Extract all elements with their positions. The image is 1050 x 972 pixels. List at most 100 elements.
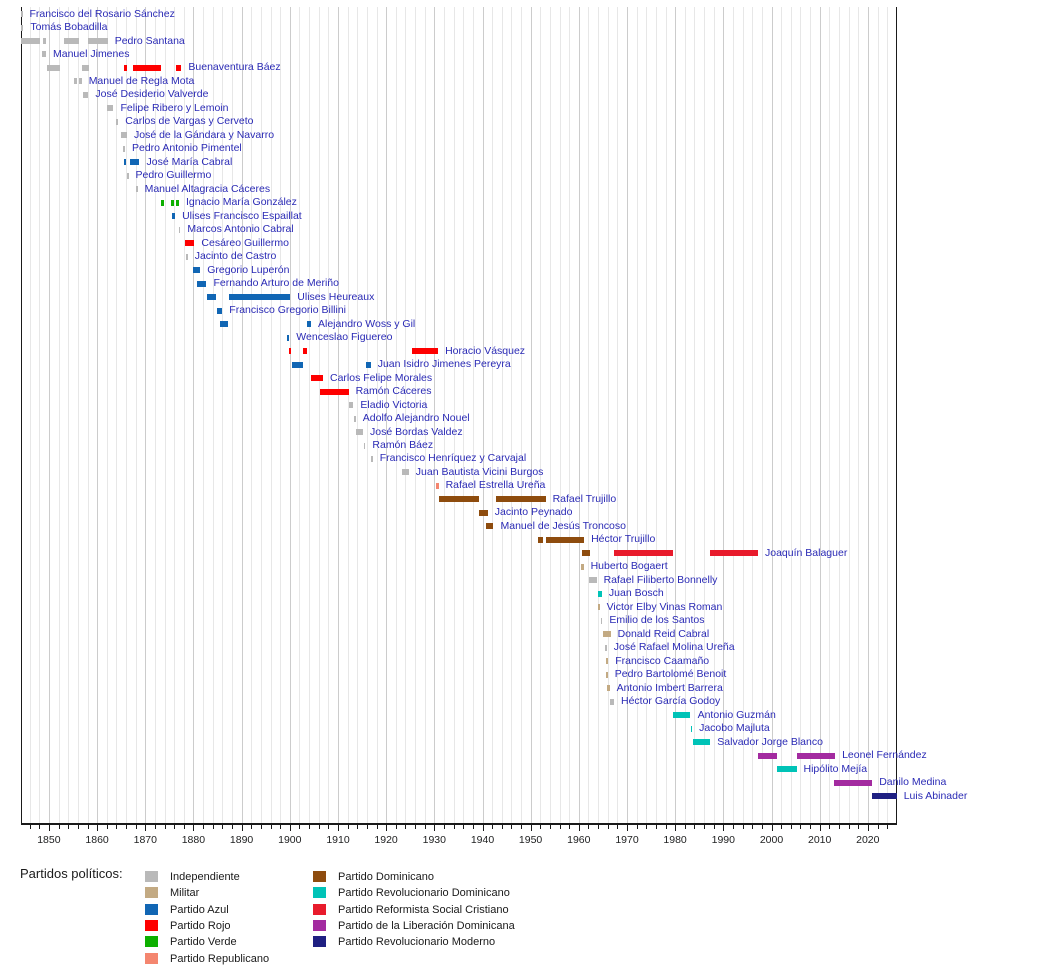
axis-tick-label: 1870 [133, 834, 157, 846]
president-label[interactable]: Juan Bautista Vicini Burgos [415, 465, 544, 478]
axis-tick-label: 2020 [856, 834, 880, 846]
president-label[interactable]: Carlos Felipe Morales [330, 371, 433, 384]
gridline [463, 7, 465, 823]
president-label[interactable]: Pedro Guillermo [135, 169, 212, 182]
gridline [569, 7, 571, 823]
president-label[interactable]: Jacinto Peynado [494, 506, 573, 519]
axis-tick [135, 825, 137, 829]
axis-tick [877, 825, 879, 829]
president-label[interactable]: Gregorio Luperón [207, 263, 290, 276]
president-label[interactable]: Ignacio María González [186, 196, 297, 209]
axis-tick [530, 825, 532, 831]
president-label[interactable]: Jacinto de Castro [194, 250, 277, 263]
president-label[interactable]: Manuel de Jesús Troncoso [500, 519, 627, 532]
legend-label: Partido Revolucionario Moderno [338, 936, 496, 949]
axis-tick [607, 825, 609, 829]
president-label[interactable]: José Bordas Valdez [370, 425, 463, 438]
term-bar [115, 118, 119, 125]
president-label[interactable]: Francisco Henríquez y Carvajal [379, 452, 527, 465]
term-bar [124, 159, 126, 166]
president-label[interactable]: Pedro Bartolomé Benoit [614, 668, 727, 681]
axis-tick [675, 825, 677, 831]
president-label[interactable]: Donald Reid Cabral [617, 627, 710, 640]
president-label[interactable]: Wenceslao Figuereo [296, 331, 393, 344]
president-label[interactable]: Leonel Fernández [842, 749, 927, 762]
president-label[interactable]: Juan Isidro Jimenes Pereyra [377, 358, 511, 371]
president-label[interactable]: Ramón Cáceres [355, 385, 432, 397]
axis-tick [800, 825, 802, 829]
president-label[interactable]: Luis Abinader [903, 789, 968, 802]
legend-label: Partido Verde [170, 936, 237, 949]
president-label[interactable]: Tomás Bobadilla [30, 21, 108, 33]
president-label[interactable]: Horacio Vásquez [445, 344, 526, 357]
axis-tick [588, 825, 590, 829]
president-label[interactable]: Adolfo Alejandro Nouel [362, 412, 470, 424]
president-label[interactable]: Ulises Francisco Espaillat [182, 209, 302, 222]
president-label[interactable]: Antonio Imbert Barrera [616, 681, 723, 694]
president-label[interactable]: Francisco Caamaño [615, 654, 710, 667]
president-label[interactable]: Marcos Antonio Cabral [187, 223, 294, 236]
axis-tick [251, 825, 253, 829]
term-bar [401, 469, 409, 476]
president-label[interactable]: Jacobo Majluta [699, 722, 770, 735]
axis-tick [347, 825, 349, 829]
president-label[interactable]: Eladio Victoria [360, 398, 428, 411]
term-bar [178, 226, 181, 233]
axis-tick [627, 825, 628, 831]
president-label[interactable]: Pedro Antonio Pimentel [132, 142, 242, 155]
term-bar [82, 91, 89, 98]
gridline [318, 7, 320, 823]
term-bar [672, 712, 691, 719]
gridline [877, 7, 879, 823]
president-label[interactable]: Juan Bosch [608, 587, 664, 600]
president-label[interactable]: José Desiderio Valverde [95, 88, 209, 101]
axis-tick [357, 825, 359, 829]
president-label[interactable]: Joaquín Balaguer [765, 546, 848, 559]
gridline [732, 7, 734, 823]
gridline [800, 7, 802, 823]
president-label[interactable]: Alejandro Woss y Gil [318, 317, 416, 330]
president-label[interactable]: Francisco del Rosario Sánchez [29, 7, 175, 20]
axis-tick-label: 1920 [374, 834, 398, 846]
president-label[interactable]: Huberto Bogaert [590, 560, 668, 573]
president-label[interactable]: Cesáreo Guillermo [201, 236, 289, 249]
gridline [183, 7, 185, 823]
president-label[interactable]: Carlos de Vargas y Cerveto [125, 115, 254, 128]
gridline [887, 7, 889, 823]
axis-tick [174, 825, 176, 829]
gridline [309, 7, 311, 823]
president-label[interactable]: Pedro Santana [114, 34, 185, 47]
president-label[interactable]: Hipólito Mejía [803, 762, 868, 775]
axis-tick [222, 825, 224, 829]
president-label[interactable]: Rafael Estrella Ureña [445, 479, 546, 492]
president-label[interactable]: Danilo Medina [879, 776, 947, 788]
president-label[interactable]: José Rafael Molina Ureña [613, 641, 735, 654]
president-label[interactable]: Fernando Arturo de Meriño [213, 277, 340, 290]
president-label[interactable]: Francisco Gregorio Billini [229, 304, 347, 317]
axis-tick [598, 825, 600, 829]
president-label[interactable]: Ulises Heureaux [297, 290, 375, 303]
president-label[interactable]: Buenaventura Báez [188, 61, 281, 74]
president-label[interactable]: José María Cabral [146, 155, 233, 168]
term-bar [175, 199, 179, 206]
president-label[interactable]: Victor Elby Vinas Roman [606, 600, 723, 613]
president-label[interactable]: Héctor Trujillo [591, 533, 656, 546]
president-label[interactable]: Emilio de los Santos [609, 614, 705, 627]
president-label[interactable]: Salvador Jorge Blanco [717, 735, 823, 748]
president-label[interactable]: Héctor García Godoy [621, 695, 721, 708]
axis-tick [578, 825, 580, 831]
president-label[interactable]: Rafael Trujillo [552, 492, 617, 505]
president-label[interactable]: Manuel de Regla Mota [88, 74, 195, 87]
term-bar [581, 550, 590, 557]
president-label[interactable]: Manuel Altagracia Cáceres [144, 182, 271, 195]
term-bar [184, 240, 195, 247]
gridline [77, 7, 79, 823]
president-label[interactable]: Manuel Jimenes [53, 47, 130, 60]
president-label[interactable]: Felipe Ribero y Lemoin [120, 101, 229, 114]
legend-swatch [145, 952, 158, 964]
axis-tick-label: 1890 [229, 834, 254, 846]
president-label[interactable]: Rafael Filiberto Bonnelly [603, 573, 718, 586]
president-label[interactable]: Antonio Guzmán [697, 708, 776, 721]
president-label[interactable]: José de la Gándara y Navarro [134, 128, 275, 141]
president-label[interactable]: Ramón Báez [372, 439, 434, 451]
